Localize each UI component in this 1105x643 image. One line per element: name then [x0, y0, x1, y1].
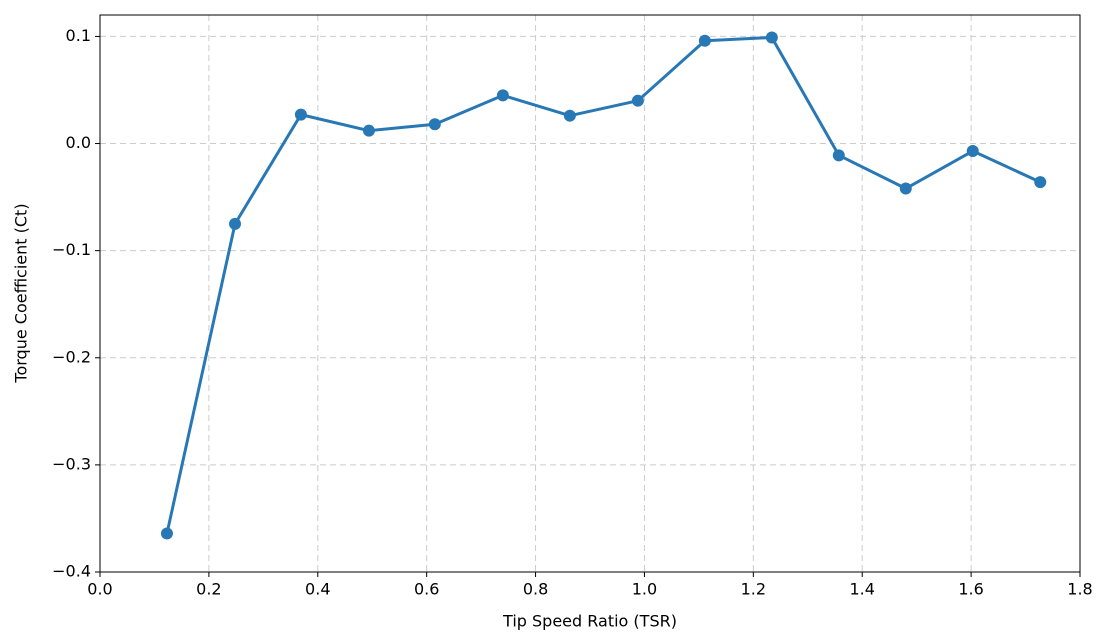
y-tick-label: −0.2	[52, 347, 91, 366]
y-tick-label: 0.1	[66, 26, 91, 45]
point	[496, 89, 509, 102]
y-tick-label: 0.0	[66, 133, 91, 152]
y-tick-label: −0.3	[52, 454, 91, 473]
point	[1034, 176, 1047, 189]
point	[294, 108, 307, 121]
x-tick-label: 0.2	[196, 580, 221, 599]
point	[362, 124, 375, 137]
point	[160, 527, 173, 540]
line	[165, 35, 1041, 534]
x-tick-label: 1.8	[1067, 580, 1092, 599]
point	[428, 118, 441, 131]
y-axis-label: Torque Coefficient (Ct)	[12, 203, 31, 383]
plot-frame	[99, 14, 1081, 573]
point	[698, 34, 711, 47]
x-tick-label: 1.0	[632, 580, 657, 599]
point	[563, 109, 576, 122]
point	[765, 31, 778, 44]
point	[832, 149, 845, 162]
point	[229, 217, 242, 230]
point	[631, 94, 644, 107]
x-tick-label: 0.0	[87, 580, 112, 599]
y-tick-label: −0.1	[52, 240, 91, 259]
x-tick-label: 0.4	[305, 580, 330, 599]
x-tick-label: 1.2	[741, 580, 766, 599]
y-tick-label: −0.4	[52, 562, 91, 581]
x-tick-label: 1.6	[958, 580, 983, 599]
x-tick-label: 0.8	[523, 580, 548, 599]
point	[899, 182, 912, 195]
x-axis-label: Tip Speed Ratio (TSR)	[502, 612, 677, 631]
x-tick-label: 0.6	[414, 580, 439, 599]
x-tick-label: 1.4	[849, 580, 874, 599]
point	[966, 145, 979, 158]
